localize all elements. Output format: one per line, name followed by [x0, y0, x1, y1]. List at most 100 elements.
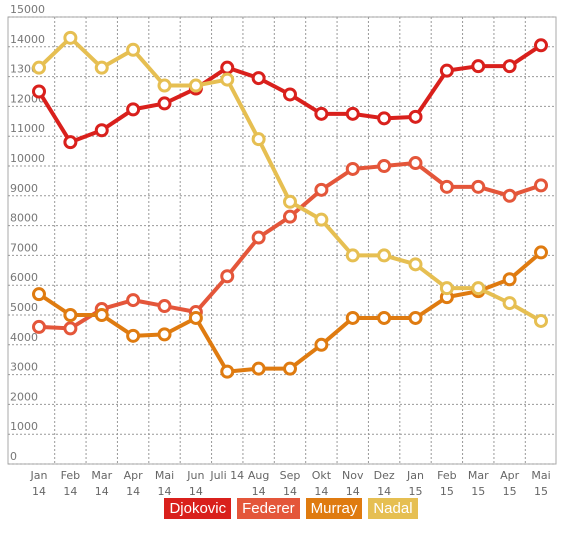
data-point: [502, 59, 517, 74]
data-point: [251, 71, 266, 86]
data-point: [283, 87, 297, 102]
data-point: [32, 287, 46, 302]
x-tick-label: Jun 14: [187, 469, 205, 498]
x-tick-label: Jan 15: [407, 469, 424, 498]
data-point: [439, 179, 454, 194]
data-point: [188, 310, 203, 325]
y-tick-label: 0: [10, 450, 17, 463]
data-point: [94, 308, 109, 322]
data-point: [251, 230, 266, 245]
data-point: [157, 299, 172, 314]
data-point: [251, 361, 266, 376]
data-point: [502, 296, 517, 311]
series-line: [37, 250, 543, 374]
data-point: [94, 60, 109, 75]
y-tick-label: 15000: [10, 3, 45, 16]
data-point: [345, 161, 360, 176]
data-point: [157, 327, 172, 342]
data-point: [534, 313, 548, 328]
data-point: [345, 106, 360, 121]
data-point: [314, 212, 329, 227]
y-tick-label: 11000: [10, 122, 45, 135]
data-point: [408, 109, 423, 124]
data-point: [408, 257, 423, 272]
x-tick-label: Mai 15: [531, 469, 551, 498]
data-point: [157, 78, 172, 93]
legend-entry: Murray: [305, 498, 363, 519]
data-point: [502, 272, 517, 287]
x-tick-label: Aug 14: [247, 469, 270, 498]
data-point: [220, 60, 235, 75]
data-point: [439, 63, 454, 78]
data-point: [534, 178, 548, 193]
data-point: [63, 321, 78, 336]
x-tick-label: Mar 15: [467, 469, 489, 498]
y-tick-label: 4000: [10, 331, 38, 344]
data-point: [251, 132, 266, 147]
data-point: [377, 248, 392, 263]
data-point: [220, 269, 235, 284]
x-tick-label: Jan 14: [30, 469, 48, 498]
x-tick-label: Apr 15: [500, 469, 520, 498]
plot-frame: [7, 16, 557, 465]
x-tick-label: Juli 14: [210, 469, 245, 482]
legend-entry: Federer: [237, 498, 300, 519]
data-point: [377, 310, 392, 325]
data-point: [32, 84, 46, 99]
data-point: [283, 209, 297, 224]
data-point: [471, 179, 486, 194]
data-point: [188, 78, 203, 93]
data-point: [283, 194, 297, 209]
data-point: [345, 248, 360, 263]
x-tick-label: Sep 14: [279, 469, 301, 498]
data-point: [126, 328, 141, 343]
y-tick-label: 14000: [10, 33, 45, 46]
data-point: [283, 361, 297, 376]
legend-entry: Nadal: [368, 498, 418, 519]
series-line: [37, 35, 542, 323]
data-point: [314, 106, 329, 121]
data-point: [63, 30, 78, 45]
data-point: [314, 182, 329, 197]
x-tick-label: Okt 14: [311, 469, 332, 498]
y-tick-label: 2000: [10, 390, 38, 403]
data-point: [314, 337, 329, 352]
series-line: [38, 161, 542, 331]
data-point: [534, 245, 548, 260]
y-tick-label: 10000: [10, 152, 45, 165]
data-point: [63, 135, 78, 150]
data-point: [345, 310, 360, 325]
y-tick-label: 5000: [10, 301, 38, 314]
x-tick-label: Feb 14: [60, 469, 81, 498]
y-tick-label: 6000: [10, 271, 38, 284]
data-point: [32, 319, 46, 334]
x-tick-label: Mar 14: [91, 469, 113, 498]
data-point: [471, 59, 486, 74]
y-tick-label: 1000: [10, 420, 38, 433]
data-point: [126, 293, 141, 308]
data-point: [439, 281, 454, 296]
data-point: [157, 96, 172, 111]
data-point: [63, 308, 78, 322]
x-tick-label: Dez 14: [373, 469, 395, 498]
data-point: [32, 60, 46, 75]
data-point: [126, 42, 141, 57]
legend: Djokovic Federer Murray Nadal: [0, 498, 582, 519]
data-point: [408, 156, 423, 171]
data-point: [377, 111, 392, 126]
data-point: [502, 188, 517, 203]
legend-entry: Djokovic: [164, 498, 232, 519]
data-point: [220, 72, 235, 87]
data-point: [220, 364, 235, 379]
data-point: [471, 281, 486, 296]
y-tick-label: 7000: [10, 241, 38, 254]
x-tick-label: Apr 14: [123, 469, 143, 498]
x-tick-label: Mai 14: [154, 469, 175, 498]
data-point: [534, 38, 548, 53]
data-point: [94, 123, 109, 138]
data-point: [377, 159, 392, 173]
x-tick-label: Nov 14: [342, 469, 364, 498]
data-point: [408, 310, 423, 325]
